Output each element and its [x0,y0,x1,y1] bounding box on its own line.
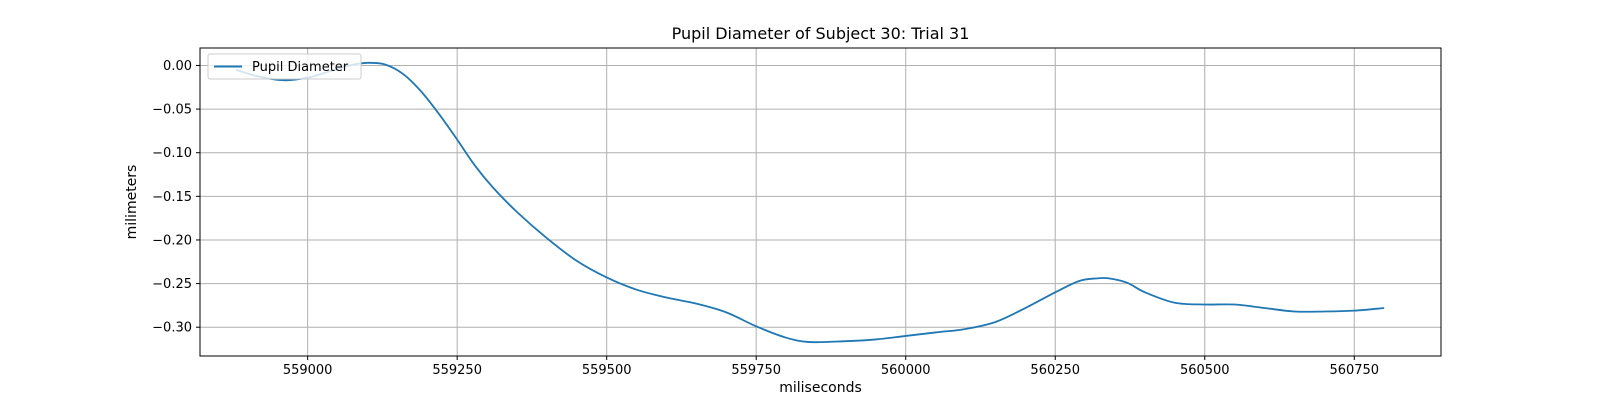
x-tick-label: 560250 [1030,363,1080,378]
series-layer [235,61,1385,344]
axis-ticks: 559000 559250 559500 559750 560000 560250 5605… [152,59,1379,378]
y-tick-label: −0.20 [152,233,192,248]
legend-box [207,53,362,80]
x-tick-label: 559250 [432,363,482,378]
y-tick-label: −0.25 [152,277,192,292]
legend: Pupil Diameter [207,53,362,80]
y-axis-label: milimeters [124,165,140,240]
x-tick-label: 560000 [881,363,931,378]
grid [200,48,1441,356]
x-tick-label: 559750 [731,363,781,378]
x-axis-label: miliseconds [779,380,862,396]
y-tick-label: −0.10 [152,146,192,161]
chart-title: Pupil Diameter of Subject 30: Trial 31 [672,24,970,43]
x-tick-label: 559500 [582,363,632,378]
y-tick-label: −0.05 [152,103,192,118]
x-tick-label: 560750 [1329,363,1379,378]
y-tick-label: −0.15 [152,190,192,205]
plot-frame [199,47,1442,357]
y-tick-label: −0.30 [152,321,192,336]
x-tick-label: 560500 [1180,363,1230,378]
x-tick-label: 559000 [283,363,333,378]
legend-label-pupil-diameter: Pupil Diameter [252,60,349,75]
y-tick-label: 0.00 [163,59,192,74]
series-line-pupil-diameter [235,61,1385,344]
